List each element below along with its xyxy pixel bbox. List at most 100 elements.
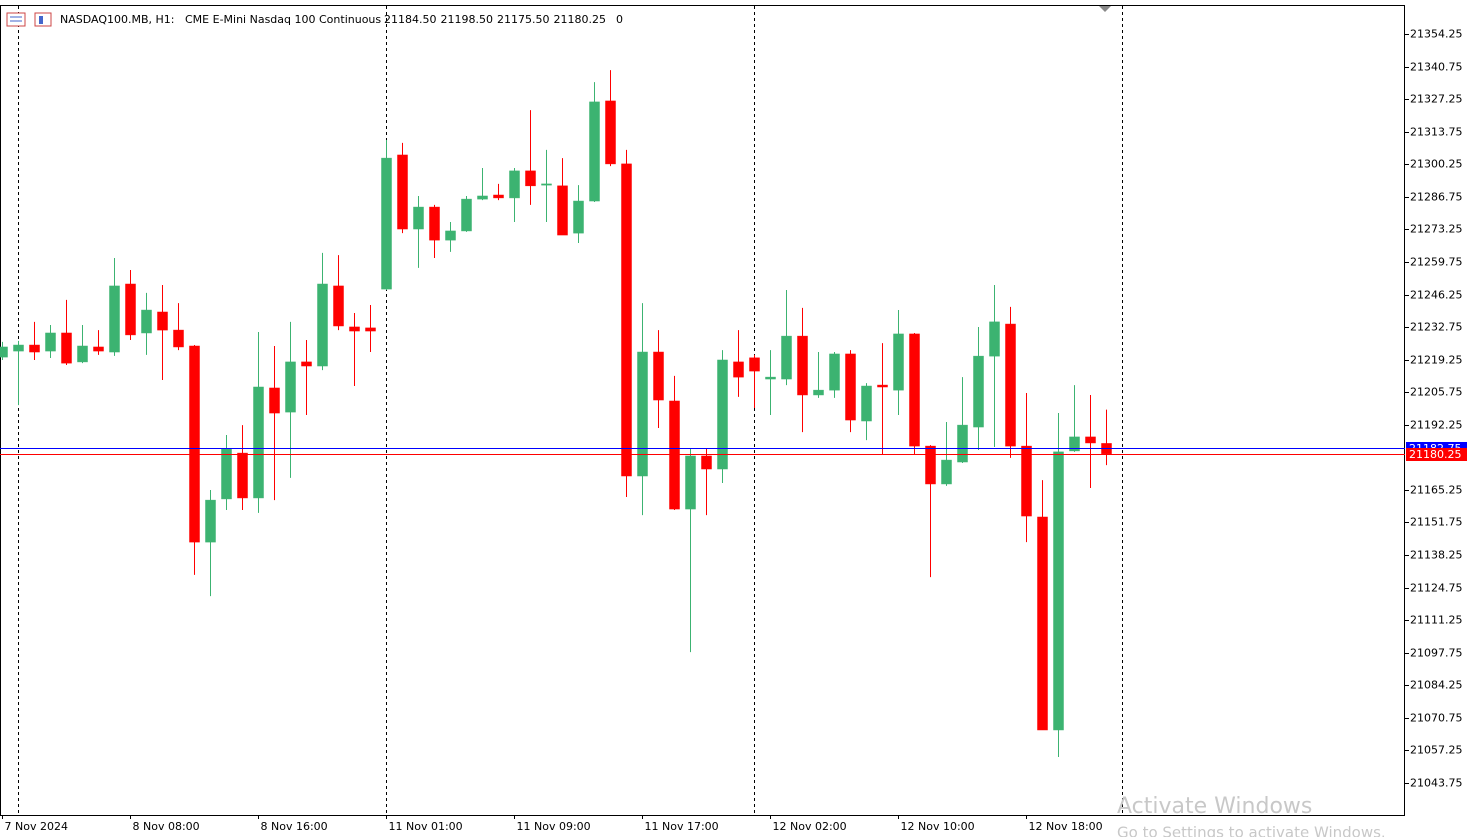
candle-body: [973, 355, 984, 428]
candle-body: [461, 198, 472, 232]
candle-body: [1037, 516, 1048, 731]
candle-body: [45, 332, 56, 352]
shift-marker: [1099, 6, 1111, 12]
y-tick-label: 21313.75: [1410, 126, 1463, 139]
y-tick-label: 21205.75: [1410, 386, 1463, 399]
candle-body: [1021, 445, 1032, 517]
candle-body: [845, 353, 856, 421]
watermark-subtitle: Go to Settings to activate Windows.: [1117, 824, 1386, 837]
x-tick-label: 11 Nov 17:00: [645, 820, 719, 833]
candle-body: [285, 361, 296, 413]
candle-body: [573, 200, 584, 234]
y-tick-label: 21340.75: [1410, 61, 1463, 74]
candle-body: [829, 353, 840, 391]
candle-body: [813, 389, 824, 396]
candle-body: [29, 344, 40, 353]
y-tick-label: 21246.25: [1410, 289, 1463, 302]
candle-body: [1005, 323, 1016, 447]
candle-body: [61, 332, 72, 364]
candle-body: [733, 361, 744, 378]
candle-body: [205, 499, 216, 543]
y-tick-label: 21232.75: [1410, 321, 1463, 334]
candle-body: [413, 206, 424, 230]
y-tick-label: 21097.75: [1410, 647, 1463, 660]
ohlc-label: 21184.50: [384, 13, 437, 26]
ohlc-label: 21180.25: [554, 13, 607, 26]
candle-body: [749, 357, 760, 372]
candle-body: [1069, 436, 1080, 452]
candle-body: [637, 351, 648, 477]
x-tick-label: 7 Nov 2024: [5, 820, 68, 833]
x-tick-label: 8 Nov 16:00: [261, 820, 328, 833]
candle-body: [477, 195, 488, 200]
x-tick-label: 8 Nov 08:00: [133, 820, 200, 833]
x-tick-label: 12 Nov 02:00: [773, 820, 847, 833]
candle-body: [797, 335, 808, 396]
y-tick-label: 21273.25: [1410, 223, 1463, 236]
header-icons: [6, 12, 52, 27]
x-tick-label: 12 Nov 18:00: [1029, 820, 1103, 833]
candle-body: [365, 327, 376, 332]
candle-body: [317, 283, 328, 367]
candle-body: [925, 445, 936, 485]
candle-body: [605, 100, 616, 165]
y-tick-label: 21124.75: [1410, 582, 1463, 595]
candle-body: [221, 448, 232, 500]
y-tick-label: 21165.25: [1410, 484, 1463, 497]
candle-body: [589, 101, 600, 202]
watermark-title: Activate Windows: [1117, 794, 1312, 819]
y-tick-label: 21043.75: [1410, 777, 1463, 790]
candle-body: [333, 285, 344, 327]
y-tick-label: 21151.75: [1410, 516, 1463, 529]
plot-frame: [0, 5, 1405, 816]
y-tick-label: 21219.25: [1410, 354, 1463, 367]
candle-body: [141, 309, 152, 334]
candle-body: [0, 346, 8, 358]
candle-body: [397, 154, 408, 230]
candle-body: [861, 385, 872, 422]
candle-body: [685, 455, 696, 510]
candle-body: [1085, 436, 1096, 444]
candle-body: [301, 361, 312, 367]
candle-body: [173, 329, 184, 348]
plot: [0, 70, 1112, 757]
y-tick-label: 21327.25: [1410, 93, 1463, 106]
candle-body: [877, 384, 888, 388]
x-tick-label: 12 Nov 10:00: [901, 820, 975, 833]
x-tick-label: 11 Nov 01:00: [389, 820, 463, 833]
candle-body: [253, 386, 264, 499]
candle-body: [765, 376, 776, 380]
candle-body: [781, 335, 792, 380]
candle-body: [621, 163, 632, 477]
candle-body: [701, 455, 712, 470]
candle-body: [93, 346, 104, 352]
candle-body: [429, 206, 440, 241]
volume: 0: [616, 13, 623, 26]
y-tick-label: 21111.25: [1410, 614, 1463, 627]
y-tick-label: 21192.25: [1410, 419, 1463, 432]
candle-body: [77, 345, 88, 363]
candle-body: [349, 326, 360, 332]
y-tick-label: 21286.75: [1410, 191, 1463, 204]
y-tick-label: 21259.75: [1410, 256, 1463, 269]
candle-body: [1053, 451, 1064, 731]
candle-body: [941, 459, 952, 485]
ohlc-label: 21175.50: [497, 13, 550, 26]
candle-body: [893, 333, 904, 391]
candle-body: [381, 157, 392, 290]
ohlc-label: 21198.50: [441, 13, 494, 26]
description: CME E-Mini Nasdaq 100 Continuous: [185, 13, 381, 26]
candle-body: [269, 387, 280, 414]
icon: [39, 16, 43, 24]
candle-body: [525, 170, 536, 187]
candle-body: [541, 183, 552, 186]
icon: [6, 12, 26, 27]
x-tick-label: 11 Nov 09:00: [517, 820, 591, 833]
candle-body: [717, 359, 728, 470]
candle-body: [109, 285, 120, 353]
candle-body: [125, 283, 136, 336]
candle-body: [653, 351, 664, 401]
candle-body: [509, 170, 520, 199]
y-tick-label: 21070.75: [1410, 712, 1463, 725]
